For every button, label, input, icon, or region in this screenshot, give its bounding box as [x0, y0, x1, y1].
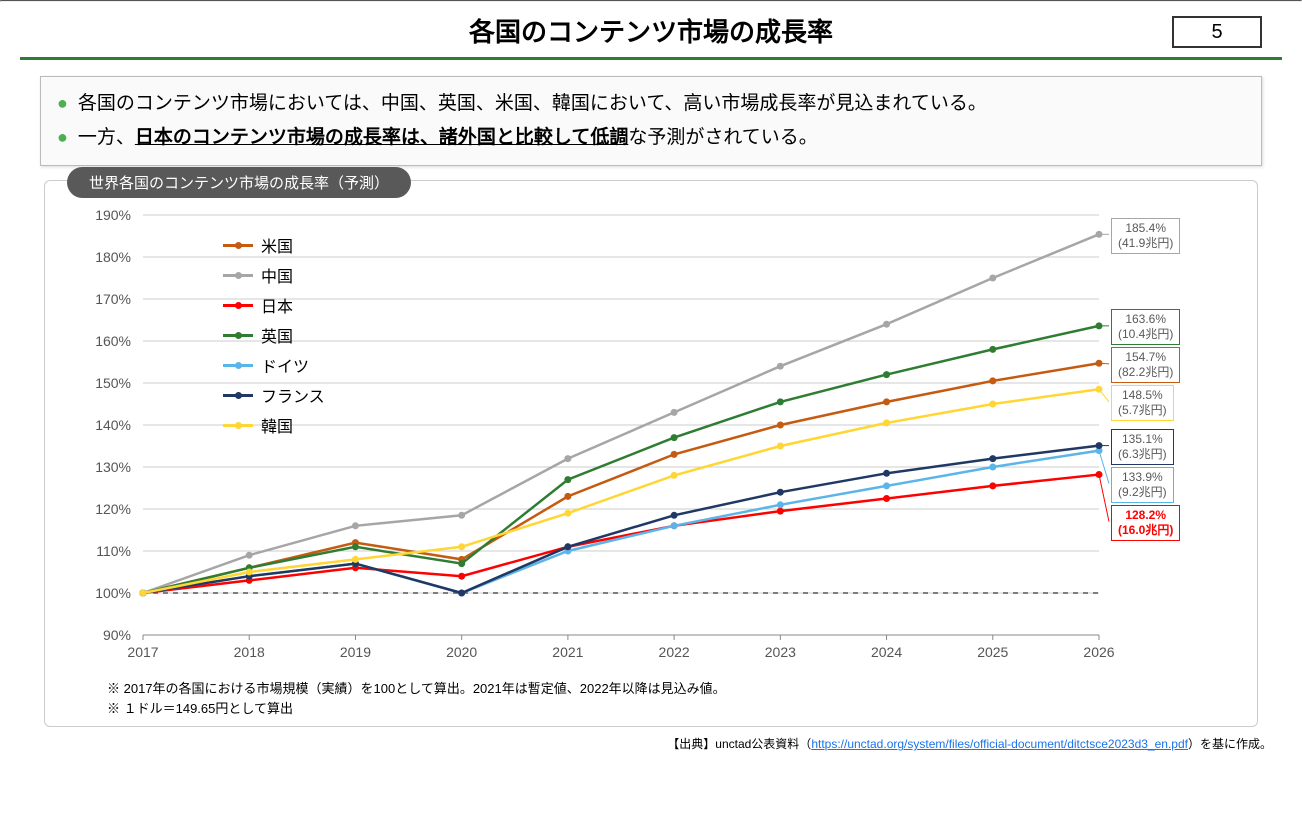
- svg-text:2025: 2025: [977, 644, 1008, 660]
- header: 各国のコンテンツ市場の成長率 5: [0, 2, 1302, 57]
- note-2: ※ １ドル＝149.65円として算出: [107, 699, 1195, 719]
- page-title: 各国のコンテンツ市場の成長率: [469, 12, 833, 49]
- svg-text:2022: 2022: [659, 644, 690, 660]
- page-number: 5: [1172, 16, 1262, 48]
- svg-text:160%: 160%: [95, 333, 131, 349]
- svg-text:2026: 2026: [1083, 644, 1114, 660]
- svg-text:2019: 2019: [340, 644, 371, 660]
- end-label: 135.1%(6.3兆円): [1111, 429, 1174, 465]
- end-label: 185.4%(41.9兆円): [1111, 218, 1180, 254]
- source-link[interactable]: https://unctad.org/system/files/official…: [811, 737, 1188, 751]
- svg-text:90%: 90%: [103, 627, 131, 643]
- bullet-1-text: 各国のコンテンツ市場においては、中国、英国、米国、韓国において、高い市場成長率が…: [78, 87, 987, 121]
- svg-text:110%: 110%: [96, 543, 131, 559]
- figure-title: 世界各国のコンテンツ市場の成長率（予測）: [67, 167, 411, 198]
- chart-legend: 米国中国日本英国ドイツフランス韓国: [223, 233, 325, 443]
- notes: ※ 2017年の各国における市場規模（実績）を100として算出。2021年は暫定…: [107, 679, 1195, 718]
- svg-text:130%: 130%: [95, 459, 131, 475]
- svg-text:170%: 170%: [95, 291, 131, 307]
- legend-item: 米国: [223, 233, 325, 257]
- svg-text:100%: 100%: [95, 585, 131, 601]
- svg-text:150%: 150%: [95, 375, 131, 391]
- end-label: 133.9%(9.2兆円): [1111, 467, 1174, 503]
- legend-item: 中国: [223, 263, 325, 287]
- svg-text:180%: 180%: [95, 249, 131, 265]
- legend-item: ドイツ: [223, 353, 325, 377]
- svg-text:2020: 2020: [446, 644, 477, 660]
- line-chart: 90% 100% 110% 120% 130% 140% 150% 160% 170% 180% 1…: [53, 205, 1249, 675]
- svg-text:2021: 2021: [552, 644, 583, 660]
- figure-panel: 世界各国のコンテンツ市場の成長率（予測） 90%100%110%120%130%…: [44, 180, 1258, 727]
- end-label: 154.7%(82.2兆円): [1111, 347, 1180, 383]
- bullet-icon: ●: [57, 87, 68, 119]
- svg-text:2018: 2018: [234, 644, 265, 660]
- source-citation: 【出典】unctad公表資料（https://unctad.org/system…: [0, 735, 1272, 752]
- end-label: 163.6%(10.4兆円): [1111, 309, 1180, 345]
- svg-text:140%: 140%: [95, 417, 131, 433]
- svg-text:2017: 2017: [127, 644, 158, 660]
- end-label: 148.5%(5.7兆円): [1111, 385, 1174, 421]
- legend-item: 日本: [223, 293, 325, 317]
- svg-text:120%: 120%: [95, 501, 131, 517]
- end-label: 128.2%(16.0兆円): [1111, 505, 1180, 541]
- svg-text:2024: 2024: [871, 644, 902, 660]
- svg-text:190%: 190%: [95, 207, 131, 223]
- legend-item: フランス: [223, 383, 325, 407]
- svg-text:2023: 2023: [765, 644, 796, 660]
- bullet-icon: ●: [57, 121, 68, 153]
- legend-item: 韓国: [223, 413, 325, 437]
- header-rule: [20, 57, 1282, 60]
- summary-box: ● 各国のコンテンツ市場においては、中国、英国、米国、韓国において、高い市場成長…: [40, 76, 1262, 166]
- bullet-1: ● 各国のコンテンツ市場においては、中国、英国、米国、韓国において、高い市場成長…: [57, 87, 1245, 121]
- legend-item: 英国: [223, 323, 325, 347]
- bullet-2: ● 一方、日本のコンテンツ市場の成長率は、諸外国と比較して低調な予測がされている…: [57, 121, 1245, 155]
- bullet-2-text: 一方、日本のコンテンツ市場の成長率は、諸外国と比較して低調な予測がされている。: [78, 121, 818, 155]
- note-1: ※ 2017年の各国における市場規模（実績）を100として算出。2021年は暫定…: [107, 679, 1195, 699]
